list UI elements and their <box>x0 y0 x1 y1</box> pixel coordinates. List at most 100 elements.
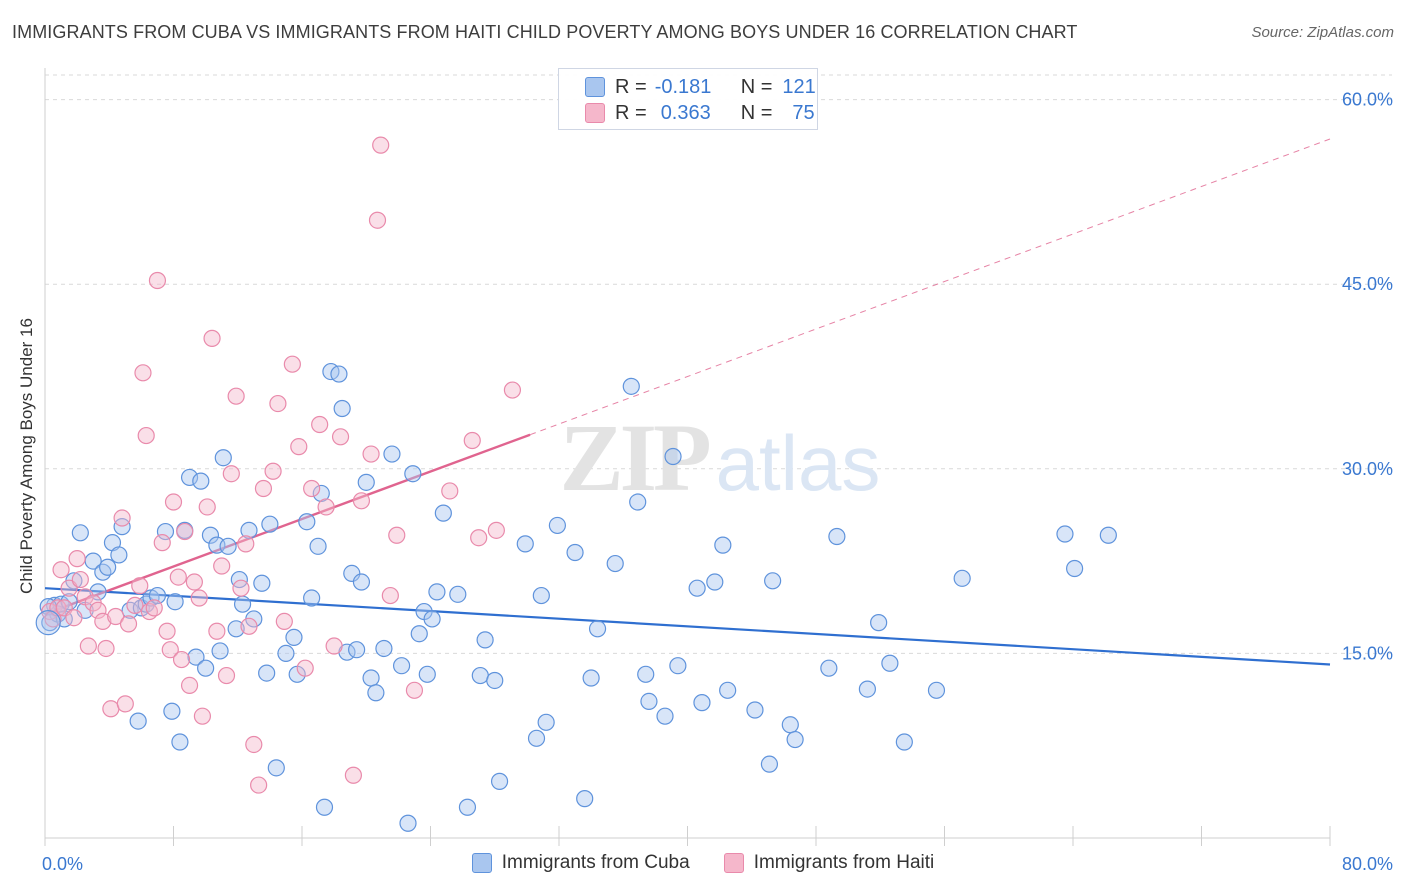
cuba-point <box>357 473 375 491</box>
cuba-point <box>418 665 436 683</box>
haiti-point <box>198 498 216 516</box>
cuba-point <box>404 465 422 483</box>
cuba-point <box>180 468 199 487</box>
cuba-point <box>895 733 913 751</box>
cuba-point <box>870 614 888 632</box>
haiti-point <box>116 695 134 713</box>
cuba-point <box>706 573 724 591</box>
cuba-point <box>423 610 441 628</box>
cuba-point <box>392 657 411 675</box>
haiti-point <box>245 735 263 754</box>
haiti-point <box>134 364 152 382</box>
cuba-cluster-point <box>35 610 61 636</box>
cuba-point <box>588 620 607 638</box>
haiti-point <box>193 707 212 725</box>
cuba-point <box>230 570 248 589</box>
cuba-point <box>537 713 555 731</box>
haiti-point <box>145 599 163 617</box>
n-value: 75 <box>792 101 815 124</box>
cuba-point <box>156 522 175 541</box>
cuba-point <box>227 620 245 638</box>
chart-title: IMMIGRANTS FROM CUBA VS IMMIGRANTS FROM … <box>12 22 1078 42</box>
cuba-point <box>201 526 220 544</box>
cuba-point <box>719 681 737 699</box>
r-label: R = <box>615 101 647 124</box>
cuba-point <box>197 659 215 677</box>
haiti-point <box>441 482 459 500</box>
cuba-point <box>764 572 782 590</box>
haiti-point <box>344 766 362 784</box>
stats-row-haiti: R = 0.363 N = 75 <box>585 100 815 126</box>
haiti-point <box>388 526 406 544</box>
n-value: 121 <box>782 75 816 98</box>
watermark-atlas: atlas <box>716 419 881 507</box>
haiti-legend-swatch <box>723 853 744 873</box>
cuba-point <box>343 564 361 583</box>
cuba-point <box>781 716 799 734</box>
watermark-zip: ZIP <box>560 404 709 511</box>
haiti-point <box>296 659 314 677</box>
r-value: -0.181 <box>654 75 712 98</box>
cuba-point <box>760 755 779 773</box>
haiti-point <box>405 681 424 699</box>
haiti-point <box>250 776 268 794</box>
cuba-point <box>516 535 534 553</box>
haiti-point <box>331 428 350 446</box>
cuba-point <box>375 639 393 658</box>
cuba-point <box>881 654 899 672</box>
haiti-point <box>190 589 208 607</box>
legend-label-cuba: Immigrants from Cuba <box>501 852 690 873</box>
haiti-point <box>237 535 255 553</box>
cuba-point <box>362 669 380 687</box>
haiti-point <box>240 617 258 635</box>
cuba-point <box>166 593 184 611</box>
cuba-point <box>309 537 327 555</box>
haiti-point <box>362 445 380 463</box>
grid-layer <box>45 74 1392 654</box>
axis-layer <box>44 68 1331 846</box>
cuba-point <box>352 573 371 591</box>
cuba-point <box>476 631 494 649</box>
haiti-point <box>372 136 390 154</box>
haiti-point <box>368 211 387 229</box>
cuba-point <box>219 537 237 555</box>
cuba-point <box>240 521 258 539</box>
haiti-point <box>126 596 144 615</box>
haiti-point <box>68 550 86 568</box>
cuba-point <box>303 589 321 607</box>
x-tick-label: 80.0% <box>1342 854 1393 874</box>
legend-item-haiti[interactable]: Immigrants from Haiti <box>723 852 934 874</box>
cuba-point <box>656 707 674 725</box>
cuba-point <box>348 641 366 659</box>
y-tick-label: 15.0% <box>1342 643 1393 663</box>
cuba-point <box>399 814 417 832</box>
haiti-point <box>185 573 203 591</box>
cuba-point <box>714 536 732 554</box>
cuba-point <box>786 730 804 749</box>
cuba-point <box>486 671 504 690</box>
cuba-point <box>71 524 89 542</box>
haiti-point <box>317 498 335 516</box>
cuba-point <box>688 579 706 597</box>
haiti-point <box>137 426 155 445</box>
cuba-point <box>367 684 385 702</box>
cuba-point <box>410 625 428 643</box>
x-tick-label: 0.0% <box>42 854 83 874</box>
cuba-point <box>99 558 117 576</box>
r-value: 0.363 <box>660 101 711 124</box>
watermark: ZIP atlas <box>560 404 881 511</box>
cuba-point <box>693 694 711 712</box>
cuba-point <box>458 798 477 816</box>
cuba-point <box>576 790 594 808</box>
haiti-point <box>119 615 138 633</box>
y-tick-label: 45.0% <box>1342 274 1393 294</box>
haiti-point <box>487 521 505 539</box>
legend-item-cuba[interactable]: Immigrants from Cuba <box>471 852 690 874</box>
haiti-point <box>227 387 245 405</box>
haiti-point <box>203 329 221 347</box>
cuba-point <box>192 472 210 490</box>
haiti-point <box>161 641 179 659</box>
cuba-point <box>211 642 229 660</box>
haiti-point <box>158 622 176 640</box>
